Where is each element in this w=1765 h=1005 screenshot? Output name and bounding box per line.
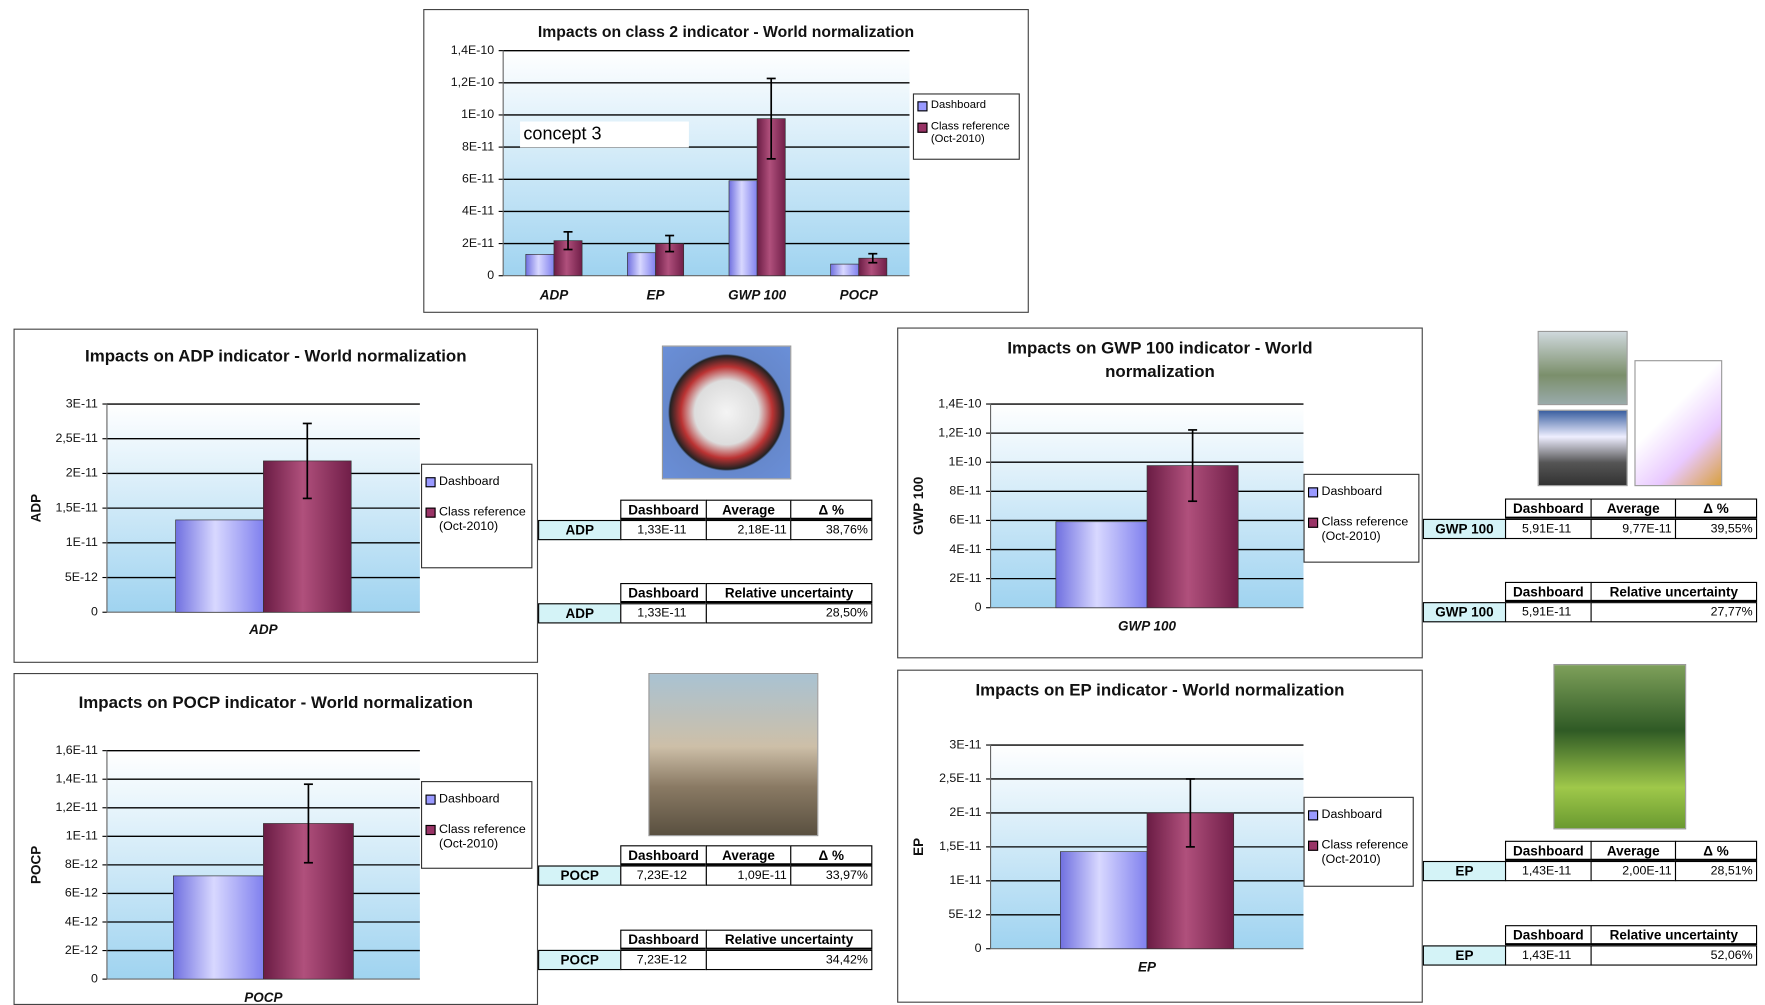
legend-entry: Dashboard xyxy=(1307,808,1409,823)
table-header: Relative uncertainty xyxy=(1590,925,1758,946)
table-header: Average xyxy=(705,845,792,866)
legend-label: Dashboard xyxy=(438,792,500,806)
table-header: Dashboard xyxy=(620,929,707,950)
table-header: Relative uncertainty xyxy=(1590,581,1758,603)
legend-entry: Class reference (Oct-2010) xyxy=(917,120,1015,145)
legend-swatch xyxy=(425,794,436,805)
table-cell: 27,77% xyxy=(1590,602,1758,623)
table-row-label: EP xyxy=(1422,945,1507,966)
table-header: Dashboard xyxy=(620,582,707,604)
legend-label: Class reference (Oct-2010) xyxy=(930,120,1010,146)
table-cell: 33,97% xyxy=(790,865,873,886)
table-row-label: ADP xyxy=(538,603,622,624)
legend-entry: Class reference (Oct-2010) xyxy=(425,505,527,534)
table-cell: 1,43E-11 xyxy=(1504,945,1592,966)
legend-swatch xyxy=(917,101,928,112)
legend-entry: Dashboard xyxy=(425,475,527,490)
legend: Dashboard Class reference (Oct-2010) xyxy=(1303,473,1420,563)
legend-entry: Class reference (Oct-2010) xyxy=(1307,838,1409,867)
table-header: Dashboard xyxy=(620,845,707,866)
table-row-label: GWP 100 xyxy=(1422,602,1507,623)
legend-swatch xyxy=(1307,487,1319,498)
legend-swatch xyxy=(425,507,436,518)
chart-title: Impacts on EP indicator - World normaliz… xyxy=(975,680,1345,701)
legend: Dashboard Class reference (Oct-2010) xyxy=(1303,796,1414,887)
legend-label: Dashboard xyxy=(438,474,500,489)
legend-swatch xyxy=(1307,840,1319,851)
adp-image xyxy=(661,345,792,480)
legend: Dashboard Class reference (Oct-2010) xyxy=(420,781,533,869)
table-cell: 2,18E-11 xyxy=(705,519,792,541)
gwp-image-3 xyxy=(1634,360,1723,487)
legend-swatch xyxy=(425,477,436,488)
table-cell: 1,33E-11 xyxy=(620,603,707,624)
table-header: Δ % xyxy=(1674,498,1758,519)
table-cell: 5,91E-11 xyxy=(1504,518,1592,540)
chart-panel xyxy=(423,9,1029,313)
table-header: Average xyxy=(1590,498,1677,519)
legend-swatch xyxy=(1307,517,1319,528)
legend-swatch xyxy=(1307,810,1319,821)
legend-label: Class reference (Oct-2010) xyxy=(1321,515,1409,544)
legend-label: Dashboard xyxy=(1321,808,1383,822)
chart-title: Impacts on POCP indicator - World normal… xyxy=(78,693,473,713)
legend-entry: Class reference (Oct-2010) xyxy=(425,823,527,852)
legend-entry: Dashboard xyxy=(1307,485,1415,500)
table-cell: 2,00E-11 xyxy=(1590,860,1677,882)
table-cell: 7,23E-12 xyxy=(620,865,707,886)
table-header: Average xyxy=(705,499,792,520)
table-header: Δ % xyxy=(790,845,873,866)
table-header: Relative uncertainty xyxy=(705,929,873,950)
table-cell: 38,76% xyxy=(790,519,873,541)
table-header: Δ % xyxy=(790,499,873,520)
legend-entry: Class reference (Oct-2010) xyxy=(1307,515,1415,544)
gwp-image-2 xyxy=(1537,409,1628,487)
table-header: Average xyxy=(1590,840,1677,861)
pocp-image xyxy=(648,673,819,837)
legend-label: Class reference (Oct-2010) xyxy=(1321,838,1409,867)
legend-entry: Dashboard xyxy=(425,792,527,807)
table-cell: 7,23E-12 xyxy=(620,949,707,971)
chart-title: Impacts on class 2 indicator - World nor… xyxy=(537,22,915,41)
table-row-label: GWP 100 xyxy=(1422,518,1507,540)
legend-swatch xyxy=(917,122,928,133)
table-header: Dashboard xyxy=(1504,498,1592,519)
table-cell: 39,55% xyxy=(1674,518,1758,540)
table-header: Relative uncertainty xyxy=(705,582,873,604)
chart-title: Impacts on GWP 100 indicator - World nor… xyxy=(1007,338,1313,382)
ep-image xyxy=(1553,663,1687,830)
table-row-label: POCP xyxy=(538,865,622,886)
table-header: Dashboard xyxy=(1504,925,1592,946)
table-cell: 5,91E-11 xyxy=(1504,602,1592,623)
table-row-label: POCP xyxy=(538,949,622,971)
table-cell: 28,50% xyxy=(705,603,873,624)
table-header: Δ % xyxy=(1674,840,1758,861)
table-header: Dashboard xyxy=(1504,581,1592,603)
table-cell: 9,77E-11 xyxy=(1590,518,1677,540)
table-cell: 1,33E-11 xyxy=(620,519,707,541)
legend-label: Class reference (Oct-2010) xyxy=(438,822,526,851)
table-cell: 1,09E-11 xyxy=(705,865,792,886)
legend-label: Dashboard xyxy=(1321,485,1383,499)
table-header: Dashboard xyxy=(1504,840,1592,861)
legend: Dashboard Class reference (Oct-2010) xyxy=(912,93,1020,160)
chart-title: Impacts on ADP indicator - World normali… xyxy=(85,346,467,366)
gwp-image-1 xyxy=(1537,330,1628,406)
legend-label: Dashboard xyxy=(930,99,986,112)
table-header: Dashboard xyxy=(620,499,707,520)
legend-entry: Dashboard xyxy=(917,99,1015,112)
table-cell: 34,42% xyxy=(705,949,873,971)
table-cell: 52,06% xyxy=(1590,945,1758,966)
legend: Dashboard Class reference (Oct-2010) xyxy=(420,463,533,569)
table-row-label: EP xyxy=(1422,860,1507,882)
table-cell: 28,51% xyxy=(1674,860,1758,882)
legend-swatch xyxy=(425,824,436,836)
table-cell: 1,43E-11 xyxy=(1504,860,1592,882)
annotation: concept 3 xyxy=(520,121,689,148)
table-row-label: ADP xyxy=(538,519,622,541)
legend-label: Class reference (Oct-2010) xyxy=(438,505,526,534)
